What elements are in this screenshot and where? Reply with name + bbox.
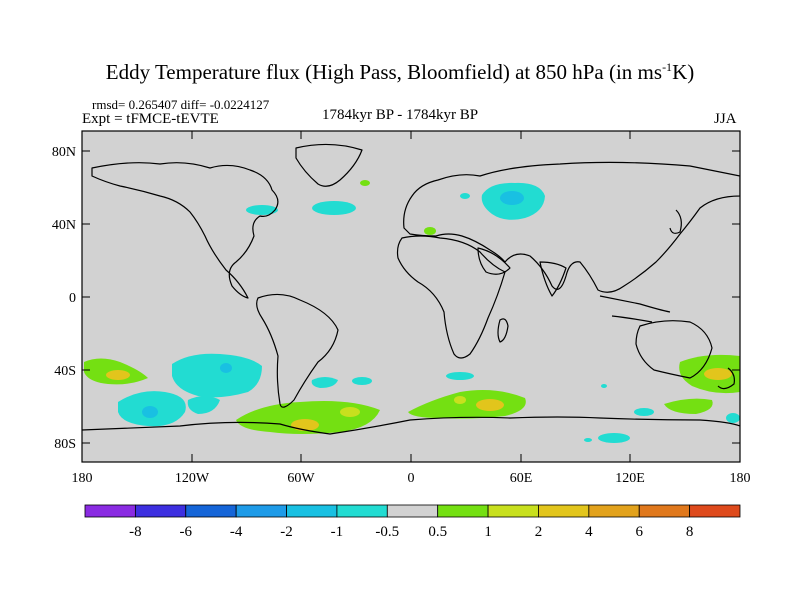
colorbar-swatch xyxy=(185,504,237,518)
colorbar-swatch xyxy=(235,504,287,518)
colorbar-swatch xyxy=(336,504,388,518)
coast-japan xyxy=(669,209,682,234)
y-tick-label: 80S xyxy=(54,437,76,452)
colorbar-label: 4 xyxy=(585,524,593,540)
anomaly-patch xyxy=(187,396,220,414)
anomaly-patch xyxy=(500,191,524,205)
colorbar-swatch xyxy=(134,504,187,518)
anomaly-patch xyxy=(142,406,158,418)
y-axis-labels: 80N 40N 0 40S 80S xyxy=(52,145,76,452)
colorbar-label: -6 xyxy=(180,524,193,540)
x-axis-ticks xyxy=(81,131,741,462)
colorbar-swatch xyxy=(386,504,439,518)
anomaly-patch xyxy=(634,408,654,416)
colorbar-swatch xyxy=(638,504,691,518)
anomaly-patch xyxy=(291,419,319,431)
coast-north-america xyxy=(91,162,279,299)
x-tick-label: 180 xyxy=(72,471,93,486)
anomaly-patch xyxy=(454,396,466,404)
anomaly-patch xyxy=(311,377,338,388)
anomaly-patch xyxy=(446,372,474,380)
anomaly-patch xyxy=(460,193,470,199)
colorbar-swatch xyxy=(84,504,136,518)
map-title: Eddy Temperature flux (High Pass, Bloomf… xyxy=(105,60,695,84)
season-label: JJA xyxy=(714,111,737,127)
colorbar-swatch xyxy=(286,504,338,518)
colorbar xyxy=(84,504,741,518)
anomaly-patch xyxy=(352,377,372,385)
anomaly-patch xyxy=(598,433,630,443)
anomaly-patch xyxy=(360,180,370,186)
stats-text: rmsd= 0.265407 diff= -0.0224127 xyxy=(92,97,270,112)
colorbar-label: -2 xyxy=(280,524,293,540)
colorbar-swatch xyxy=(437,504,489,518)
anomaly-patch xyxy=(601,384,607,388)
anomaly-patch xyxy=(584,438,592,442)
anomaly-patch xyxy=(172,353,262,398)
coast-africa xyxy=(396,235,506,359)
coast-madagascar xyxy=(497,318,509,343)
anomaly-patch xyxy=(220,363,232,373)
coast-greenland xyxy=(295,143,363,187)
x-tick-label: 120E xyxy=(615,471,645,486)
colorbar-label: 8 xyxy=(686,524,694,540)
anomaly-patch xyxy=(312,201,356,215)
x-tick-label: 60W xyxy=(287,471,315,486)
colorbar-swatch xyxy=(588,504,640,518)
anomaly-patch xyxy=(664,398,713,414)
coast-indonesia xyxy=(599,295,671,323)
anomaly-patches xyxy=(84,180,740,443)
x-tick-label: 0 xyxy=(408,471,415,486)
y-tick-label: 0 xyxy=(69,291,76,306)
colorbar-label: 1 xyxy=(484,524,492,540)
experiment-label: Expt = tFMCE-tEVTE xyxy=(82,111,219,127)
coast-new-zealand xyxy=(717,367,735,390)
anomaly-patch xyxy=(424,227,436,235)
colorbar-label: -1 xyxy=(331,524,344,540)
coast-south-america xyxy=(256,293,339,408)
y-axis-ticks xyxy=(82,150,740,444)
x-tick-label: 120W xyxy=(175,471,210,486)
colorbar-label: -4 xyxy=(230,524,243,540)
anomaly-patch xyxy=(246,205,278,215)
colorbar-label: 2 xyxy=(535,524,543,540)
colorbar-label: 0.5 xyxy=(428,524,447,540)
coast-australia xyxy=(635,320,713,379)
y-tick-label: 40S xyxy=(54,364,76,379)
x-tick-label: 60E xyxy=(510,471,533,486)
y-tick-label: 40N xyxy=(52,218,76,233)
period-label: 1784kyr BP - 1784kyr BP xyxy=(322,107,479,123)
x-axis-labels: 180 120W 60W 0 60E 120E 180 xyxy=(72,471,751,486)
coast-antarctica xyxy=(82,416,740,435)
anomaly-patch xyxy=(726,413,740,423)
colorbar-swatch xyxy=(538,504,590,518)
coast-eurasia xyxy=(403,161,740,293)
coastlines xyxy=(82,143,740,435)
anomaly-patch xyxy=(476,399,504,411)
colorbar-label: -8 xyxy=(129,524,142,540)
colorbar-swatch xyxy=(487,504,539,518)
y-tick-label: 80N xyxy=(52,145,76,160)
colorbar-swatch xyxy=(689,504,741,518)
coast-arabia xyxy=(477,247,511,275)
anomaly-patch xyxy=(408,390,526,419)
colorbar-label: -0.5 xyxy=(375,524,399,540)
coast-india xyxy=(539,261,567,297)
colorbar-labels: -8 -6 -4 -2 -1 -0.5 0.5 1 2 4 6 8 xyxy=(129,524,693,540)
anomaly-patch xyxy=(704,368,732,380)
x-tick-label: 180 xyxy=(730,471,751,486)
anomaly-patch xyxy=(340,407,360,417)
anomaly-patch xyxy=(106,370,130,380)
colorbar-label: 6 xyxy=(635,524,643,540)
